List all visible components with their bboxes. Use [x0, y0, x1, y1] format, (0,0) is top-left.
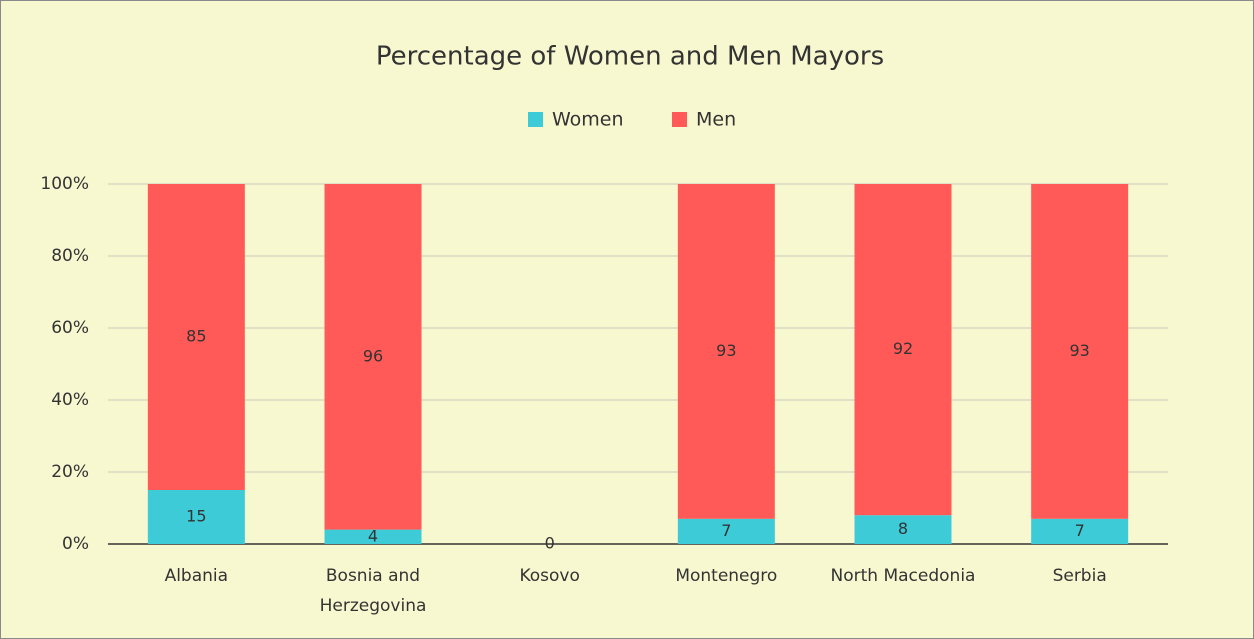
x-tick-label: North Macedonia	[830, 566, 976, 586]
bar-segment	[677, 184, 775, 519]
chart-title: Percentage of Women and Men Mayors	[376, 42, 884, 72]
legend-swatch	[672, 112, 687, 127]
data-label: 96	[363, 346, 383, 365]
y-tick-label: 60%	[51, 318, 89, 338]
x-tick-label: Montenegro	[675, 566, 778, 586]
data-label: 8	[898, 519, 908, 538]
y-tick-label: 100%	[40, 174, 89, 194]
bar-segment	[147, 490, 245, 544]
y-tick-label: 0%	[62, 534, 89, 554]
bar-segment	[1031, 518, 1129, 544]
data-label: 7	[721, 521, 731, 540]
bar-segment	[854, 184, 952, 516]
y-tick-label: 80%	[51, 246, 89, 266]
legend-swatch	[528, 112, 543, 127]
x-tick-label: Kosovo	[519, 566, 580, 586]
legend-label: Women	[552, 109, 624, 131]
y-tick-label: 20%	[51, 462, 89, 482]
bar-segment	[1031, 184, 1129, 519]
data-label: 4	[368, 526, 378, 545]
bar-segment	[324, 529, 422, 544]
x-tick-label: Serbia	[1052, 566, 1107, 586]
data-label: 93	[716, 341, 736, 360]
bar-segment	[677, 518, 775, 544]
data-label: 0	[545, 534, 555, 553]
x-tick-label: Albania	[164, 566, 229, 586]
legend-label: Men	[696, 109, 736, 131]
data-label: 92	[893, 339, 913, 358]
y-tick-label: 40%	[51, 390, 89, 410]
data-label: 85	[186, 327, 206, 346]
bar-segment	[324, 184, 422, 530]
bar-segment	[147, 184, 245, 490]
data-label: 93	[1069, 341, 1089, 360]
bar-segment	[854, 515, 952, 544]
data-label: 7	[1075, 521, 1085, 540]
x-tick-label: Bosnia and Herzegovina	[319, 566, 427, 616]
data-label: 15	[186, 507, 206, 526]
